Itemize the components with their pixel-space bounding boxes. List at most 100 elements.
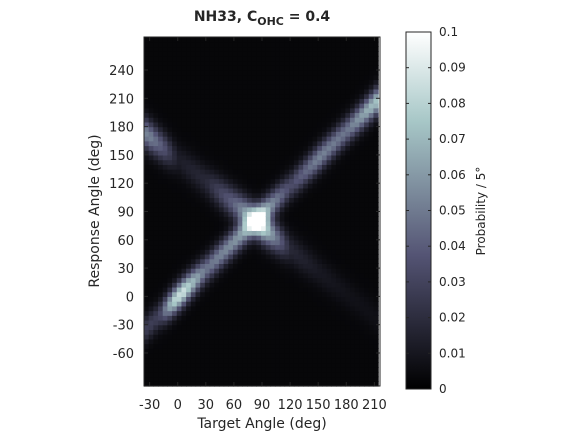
- heatmap-cell: [284, 136, 290, 142]
- heatmap-cell: [209, 88, 215, 95]
- heatmap-cell: [200, 357, 206, 364]
- heatmap-cell: [242, 277, 248, 283]
- heatmap-cell: [345, 37, 351, 43]
- heatmap-cell: [200, 225, 206, 231]
- heatmap-cell: [242, 65, 248, 71]
- heatmap-cell: [359, 291, 365, 297]
- heatmap-cell: [335, 197, 342, 203]
- heatmap-cell: [195, 107, 201, 114]
- heatmap-cell: [232, 70, 239, 76]
- heatmap-cell: [195, 343, 201, 349]
- heatmap-cell: [265, 362, 272, 368]
- heatmap-cell: [190, 371, 197, 378]
- heatmap-cell: [237, 319, 243, 326]
- heatmap-cell: [368, 291, 375, 297]
- heatmap-cell: [364, 381, 370, 387]
- heatmap-cell: [232, 272, 239, 279]
- heatmap-cell: [162, 178, 169, 184]
- heatmap-cell: [307, 197, 314, 203]
- heatmap-cell: [256, 249, 262, 255]
- heatmap-cell: [261, 103, 267, 109]
- heatmap-cell: [307, 357, 314, 364]
- heatmap-cell: [261, 362, 267, 368]
- heatmap-cell: [359, 272, 365, 279]
- heatmap-cell: [284, 348, 290, 354]
- heatmap-cell: [176, 225, 183, 231]
- heatmap-cell: [289, 37, 295, 43]
- heatmap-cell: [359, 131, 365, 137]
- heatmap-cell: [144, 235, 150, 241]
- heatmap-cell: [237, 216, 243, 222]
- heatmap-cell: [368, 51, 375, 57]
- heatmap-cell: [284, 362, 290, 368]
- heatmap-cell: [237, 315, 243, 321]
- heatmap-cell: [284, 301, 290, 307]
- heatmap-cell: [335, 60, 342, 66]
- heatmap-cell: [251, 305, 257, 312]
- heatmap-cell: [289, 258, 295, 264]
- heatmap-cell: [335, 249, 342, 255]
- heatmap-cell: [251, 291, 257, 297]
- heatmap-cell: [279, 253, 286, 260]
- heatmap-cell: [261, 291, 267, 297]
- heatmap-cell: [172, 37, 178, 43]
- heatmap-cell: [289, 286, 295, 293]
- heatmap-cell: [354, 258, 360, 264]
- heatmap-cell: [195, 206, 201, 213]
- heatmap-cell: [270, 258, 276, 264]
- heatmap-cell: [232, 145, 239, 151]
- heatmap-cell: [317, 136, 323, 142]
- heatmap-cell: [270, 150, 276, 156]
- heatmap-cell: [209, 277, 215, 283]
- heatmap-cell: [144, 249, 150, 255]
- heatmap-cell: [214, 286, 220, 293]
- heatmap-cell: [247, 37, 253, 43]
- heatmap-cell: [354, 216, 360, 222]
- heatmap-cell: [251, 126, 257, 132]
- heatmap-cell: [298, 315, 304, 321]
- heatmap-cell: [144, 329, 150, 335]
- heatmap-cell: [167, 121, 173, 128]
- heatmap-cell: [181, 286, 187, 293]
- heatmap-cell: [228, 136, 234, 142]
- heatmap-cell: [350, 88, 356, 95]
- heatmap-cell: [335, 334, 342, 340]
- heatmap-cell: [261, 315, 267, 321]
- heatmap-cell: [345, 112, 351, 118]
- heatmap-cell: [284, 74, 290, 81]
- heatmap-cell: [186, 268, 192, 274]
- heatmap-cell: [195, 263, 201, 269]
- heatmap-cell: [354, 145, 360, 151]
- heatmap-cell: [279, 381, 286, 387]
- heatmap-cell: [293, 103, 300, 109]
- heatmap-cell: [162, 376, 169, 382]
- heatmap-cell: [153, 239, 159, 246]
- heatmap-cell: [284, 329, 290, 335]
- heatmap-cell: [251, 211, 257, 217]
- heatmap-cell: [331, 371, 337, 378]
- heatmap-cell: [335, 183, 342, 189]
- heatmap-cell: [247, 230, 253, 236]
- heatmap-cell: [237, 239, 243, 246]
- heatmap-cell: [312, 230, 318, 236]
- heatmap-cell: [321, 263, 328, 269]
- heatmap-cell: [364, 239, 370, 246]
- heatmap-cell: [275, 51, 281, 57]
- heatmap-cell: [284, 150, 290, 156]
- heatmap-cell: [307, 145, 314, 151]
- heatmap-cell: [368, 352, 375, 359]
- heatmap-cell: [190, 112, 197, 118]
- heatmap-cell: [176, 371, 183, 378]
- heatmap-cell: [256, 192, 262, 198]
- heatmap-cell: [373, 367, 379, 373]
- heatmap-cell: [144, 225, 150, 231]
- heatmap-cell: [167, 60, 173, 66]
- heatmap-cell: [289, 131, 295, 137]
- heatmap-cell: [158, 268, 164, 274]
- heatmap-cell: [195, 371, 201, 378]
- heatmap-cell: [223, 74, 229, 81]
- heatmap-cell: [279, 362, 286, 368]
- heatmap-cell: [181, 88, 187, 95]
- heatmap-cell: [204, 216, 211, 222]
- heatmap-cell: [293, 319, 300, 326]
